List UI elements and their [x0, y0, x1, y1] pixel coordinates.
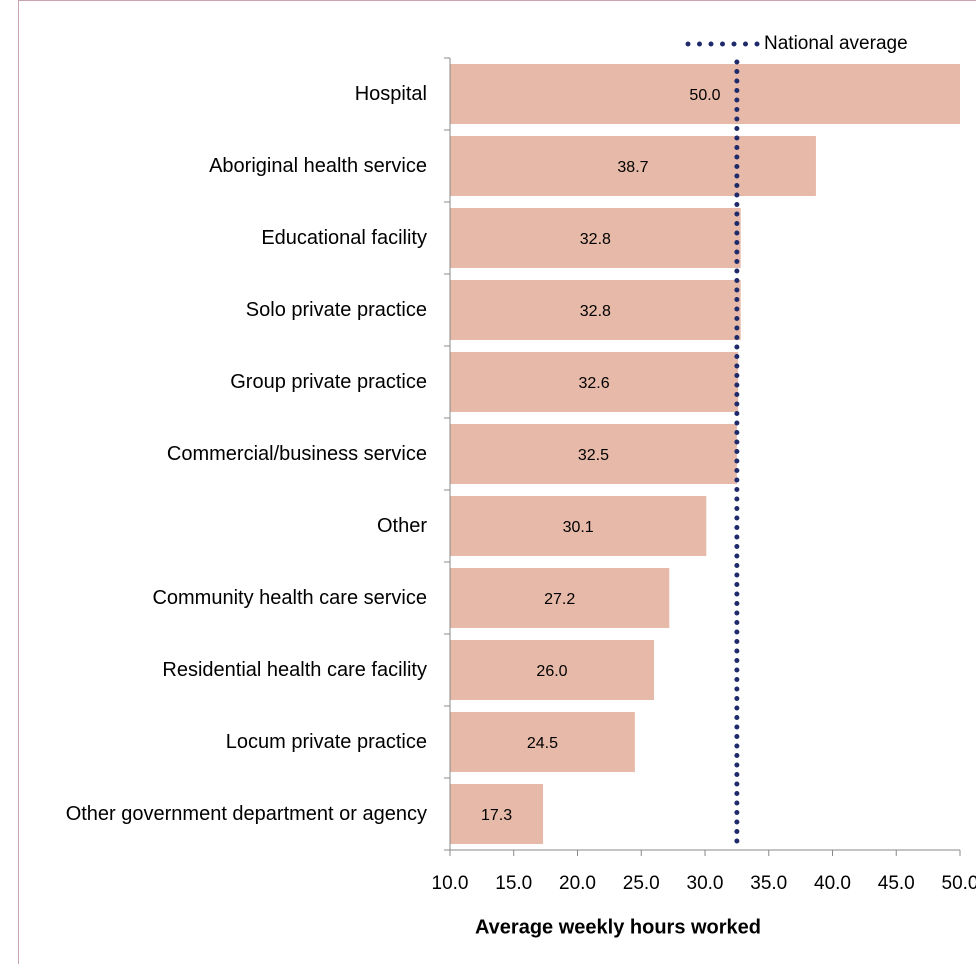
category-label-box: Hospital [355, 58, 427, 130]
bar [450, 64, 960, 124]
category-label-box: Solo private practice [246, 274, 427, 346]
category-label-box: Aboriginal health service [209, 130, 427, 202]
bar [450, 280, 741, 340]
y-tick-label: Commercial/business service [166, 443, 427, 465]
y-tick-label: Hospital [354, 83, 427, 105]
category-label-box: Locum private practice [226, 706, 427, 778]
chart-border [18, 0, 976, 964]
y-tick-label: Locum private practice [225, 731, 427, 753]
bar [450, 496, 707, 556]
x-tick-label: 20.0 [559, 873, 596, 894]
bar [450, 568, 670, 628]
x-tick-label: 50.0 [942, 873, 976, 894]
data-label: 26.0 [536, 663, 567, 680]
category-label-box: Group private practice [230, 346, 427, 418]
x-tick-label: 30.0 [687, 873, 724, 894]
data-label: 17.3 [481, 807, 512, 824]
category-label-box: Community health care service [152, 562, 427, 634]
data-label: 32.8 [580, 303, 611, 320]
y-tick-label: Community health care service [152, 587, 427, 609]
bar [450, 712, 635, 772]
y-tick-label: Residential health care facility [162, 659, 427, 681]
data-label: 50.0 [689, 87, 720, 104]
x-tick-label: 25.0 [623, 873, 660, 894]
data-label: 38.7 [617, 159, 648, 176]
y-tick-label: Aboriginal health service [209, 155, 427, 177]
category-label-box: Commercial/business service [167, 418, 427, 490]
x-tick-label: 35.0 [750, 873, 787, 894]
data-label: 32.6 [579, 375, 610, 392]
bar [450, 136, 816, 196]
x-tick-label: 15.0 [495, 873, 532, 894]
y-tick-label: Other government department or agency [65, 803, 427, 825]
x-tick-label: 40.0 [814, 873, 851, 894]
x-tick-label: 45.0 [878, 873, 915, 894]
y-tick-label: Group private practice [230, 371, 427, 393]
category-label-box: Educational facility [261, 202, 427, 274]
bar [450, 352, 739, 412]
bar [450, 640, 654, 700]
category-label-box: Other [377, 490, 427, 562]
data-label: 24.5 [527, 735, 558, 752]
data-label: 32.5 [578, 447, 609, 464]
legend-label: National average [764, 33, 908, 54]
bar [450, 424, 737, 484]
category-label-box: Other government department or agency [66, 778, 427, 850]
bar [450, 208, 741, 268]
x-axis-title: Average weekly hours worked [475, 916, 761, 938]
y-tick-label: Other [376, 515, 427, 537]
category-label-box: Residential health care facility [162, 634, 427, 706]
y-tick-label: Solo private practice [245, 299, 427, 321]
data-label: 32.8 [580, 231, 611, 248]
x-tick-label: 10.0 [432, 873, 469, 894]
data-label: 30.1 [563, 519, 594, 536]
data-label: 27.2 [544, 591, 575, 608]
y-tick-label: Educational facility [261, 227, 427, 249]
bar [450, 784, 544, 844]
